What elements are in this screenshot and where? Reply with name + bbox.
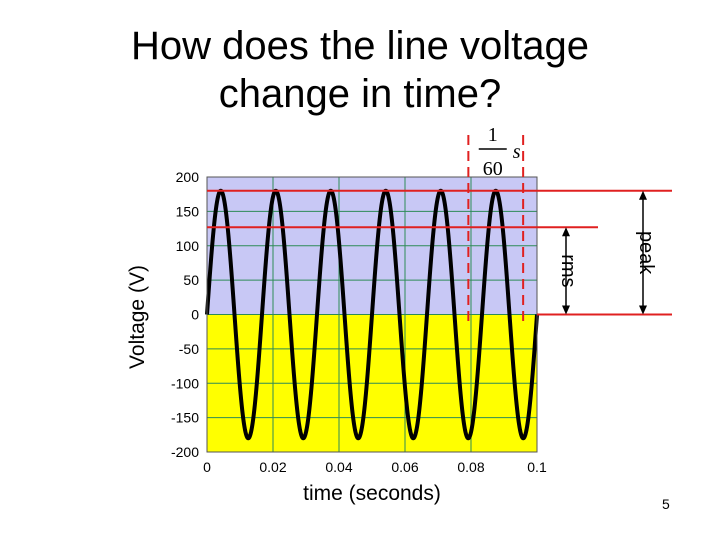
chart-curve (205, 188, 539, 441)
rms-arrow (562, 227, 570, 315)
x-tick-label-2: 0.04 (325, 459, 352, 475)
x-tick-label-5: 0.1 (527, 459, 547, 475)
x-tick-label-4: 0.08 (457, 459, 484, 475)
y-tick-label-3: 50 (183, 272, 199, 288)
peak-label: peak (635, 231, 657, 275)
y-tick-label-4: 0 (191, 307, 199, 323)
x-tick-label-1: 0.02 (259, 459, 286, 475)
period-denominator: 60 (483, 158, 503, 180)
voltage-series-line (205, 188, 539, 441)
y-tick-label-6: -100 (171, 375, 199, 391)
x-tick-label-0: 0 (203, 459, 211, 475)
y-tick-label-1: 150 (176, 203, 200, 219)
chart-annotations: peak rms 1 60 s (207, 124, 672, 322)
period-unit: s (513, 141, 521, 163)
x-axis-label: time (seconds) (303, 482, 441, 505)
peak-arrow-head-bottom (639, 305, 647, 315)
y-tick-label-2: 100 (176, 238, 200, 254)
x-tick-labels: 0 0.02 0.04 0.06 0.08 0.1 (203, 459, 547, 475)
y-tick-label-5: -50 (179, 341, 199, 357)
y-tick-label-7: -150 (171, 410, 199, 426)
title-line-1: How does the line voltage (130, 24, 590, 68)
x-tick-label-3: 0.06 (391, 459, 418, 475)
rms-arrow-head-bottom (562, 305, 570, 315)
rms-label: rms (557, 254, 579, 287)
y-tick-label-0: 200 (176, 169, 200, 185)
rms-arrow-head-top (562, 227, 570, 237)
period-numerator: 1 (488, 124, 498, 146)
peak-arrow (639, 190, 647, 315)
title-line-2: change in time? (218, 72, 502, 116)
page-number: 5 (662, 496, 670, 512)
y-tick-labels: 200 150 100 50 0 -50 -100 -150 -200 (171, 169, 199, 460)
y-axis-label: Voltage (V) (126, 265, 149, 369)
peak-arrow-head-top (639, 190, 647, 200)
slide-title: How does the line voltage change in time… (60, 22, 660, 118)
y-tick-label-8: -200 (171, 444, 199, 460)
